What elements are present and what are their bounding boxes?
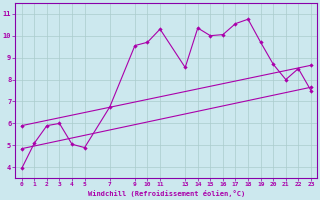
X-axis label: Windchill (Refroidissement éolien,°C): Windchill (Refroidissement éolien,°C) [88, 190, 245, 197]
